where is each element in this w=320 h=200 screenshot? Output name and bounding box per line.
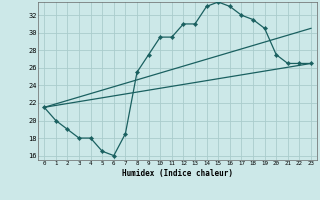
X-axis label: Humidex (Indice chaleur): Humidex (Indice chaleur) [122, 169, 233, 178]
